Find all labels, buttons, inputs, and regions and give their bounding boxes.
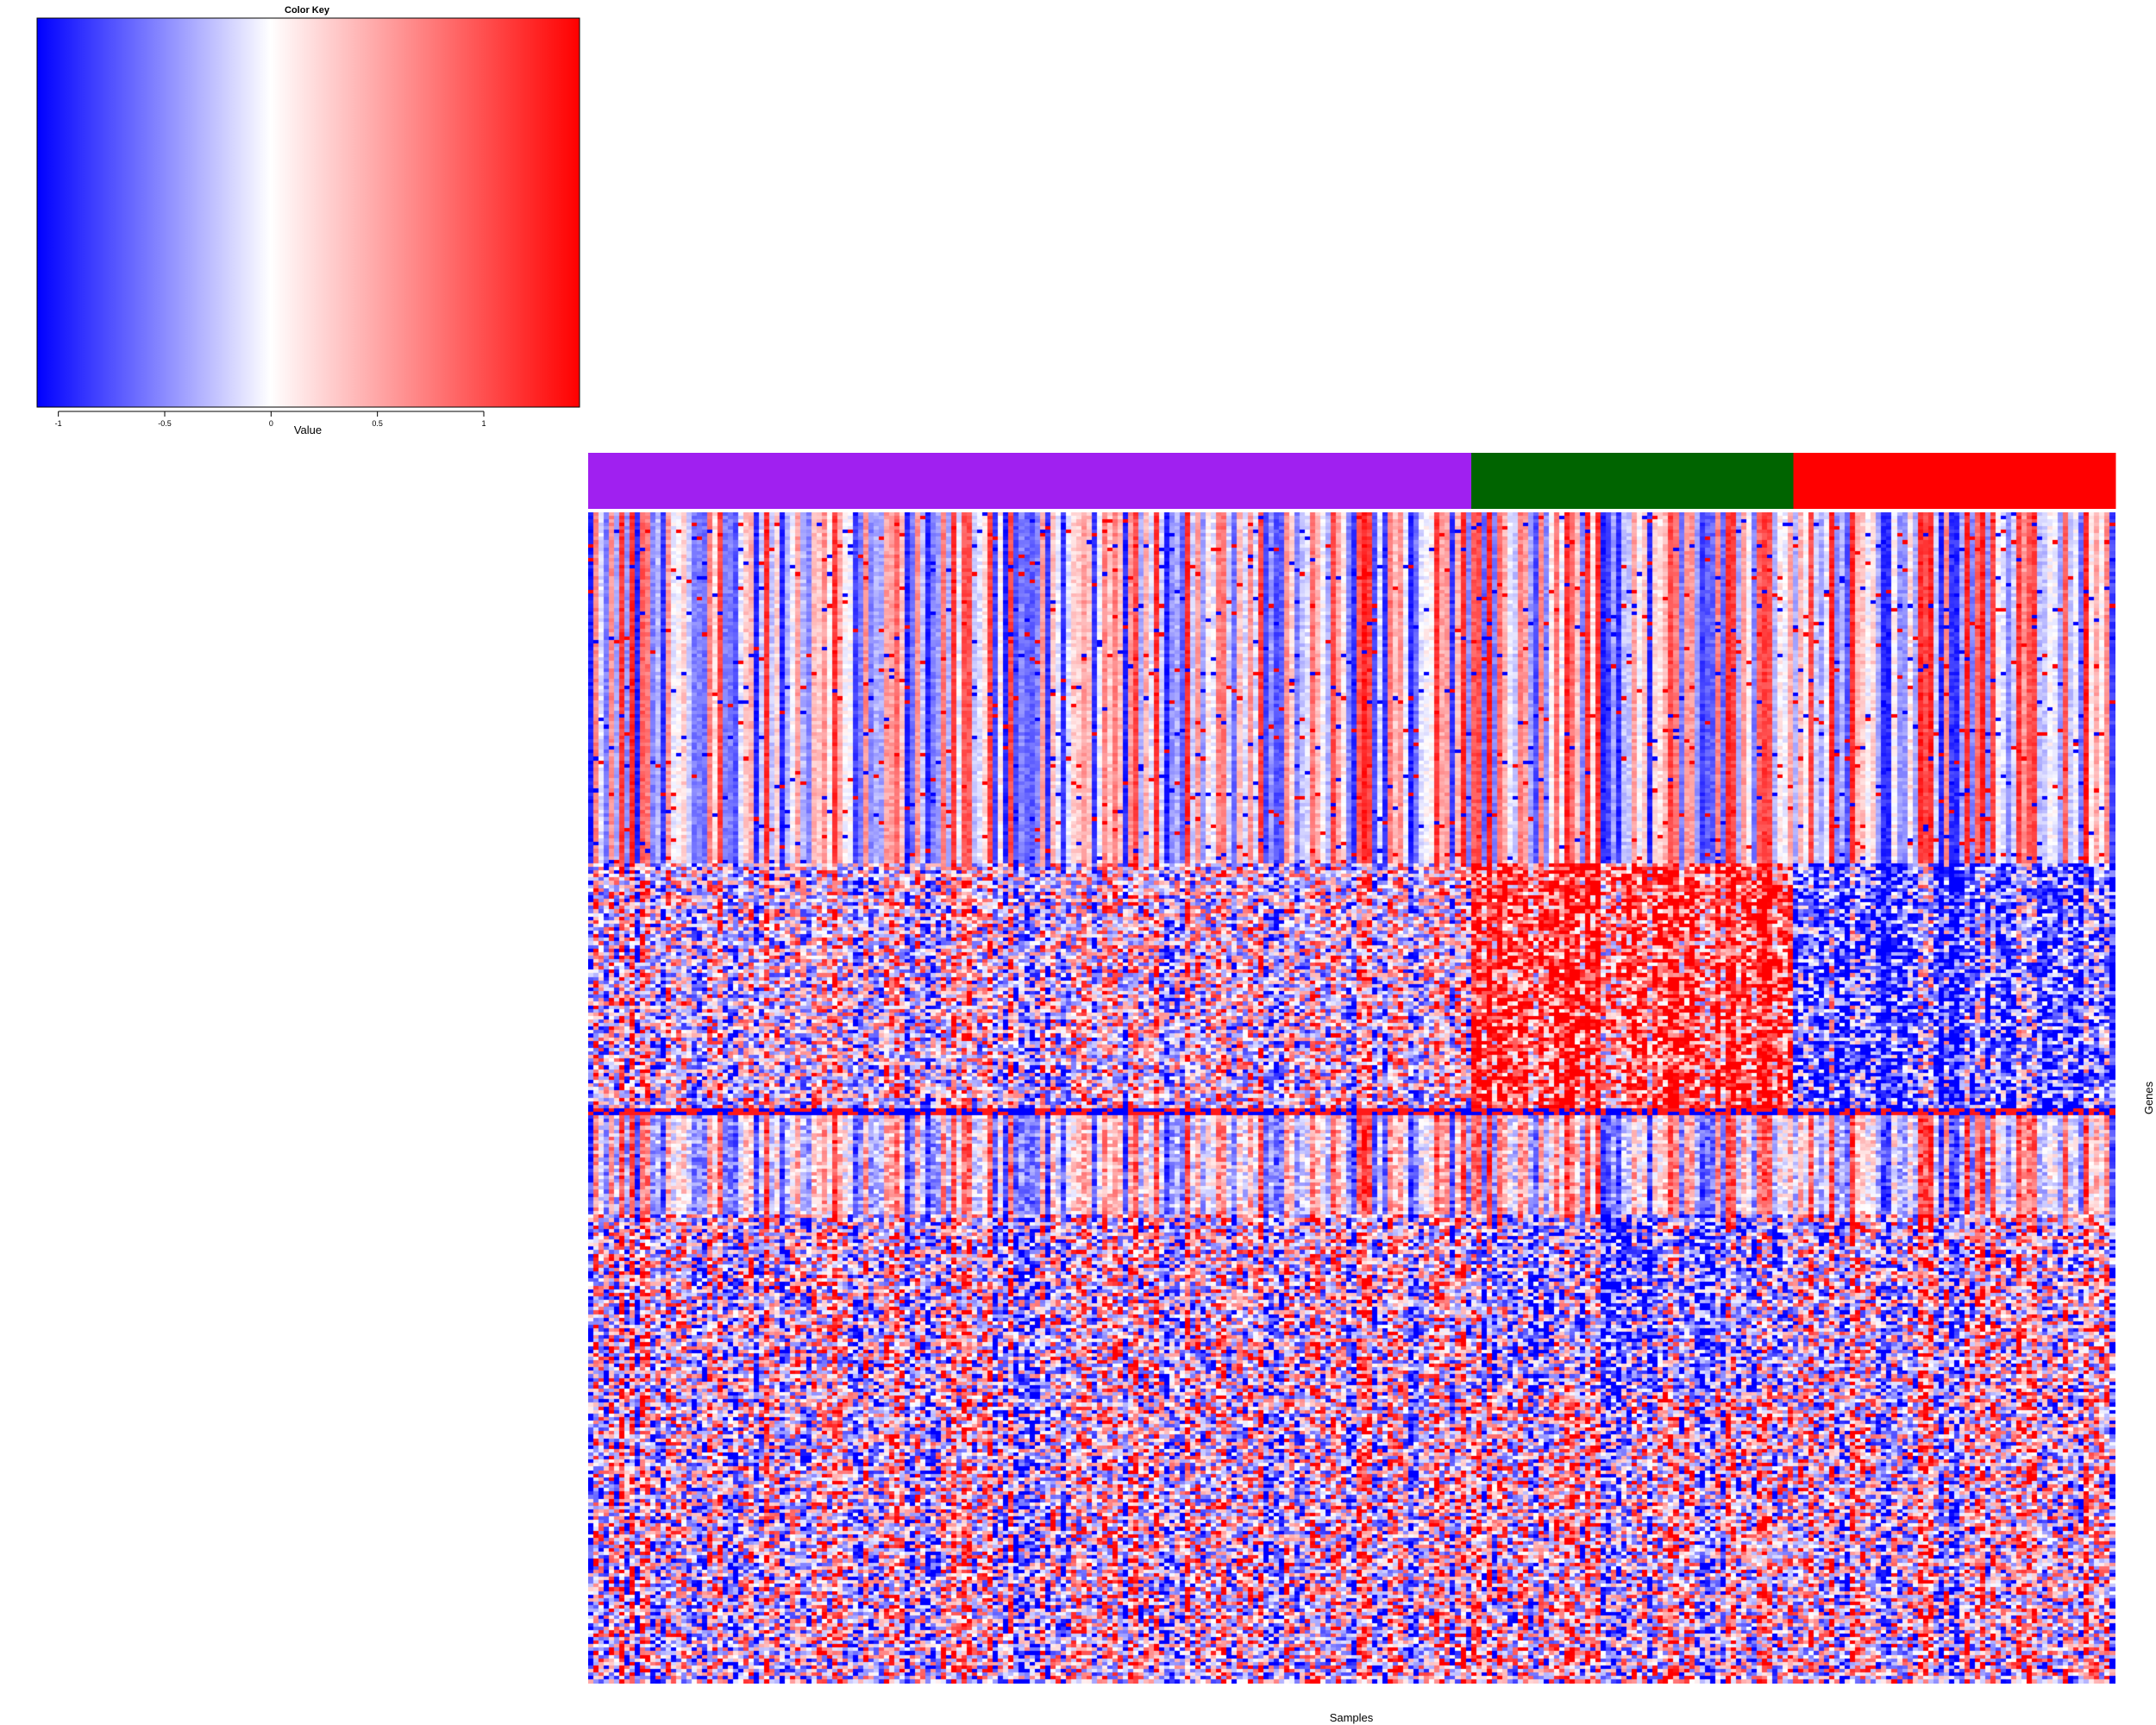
sample-group-segment xyxy=(1471,453,1795,509)
color-key-xlabel: Value xyxy=(294,423,322,436)
color-key-tick-label: 0.5 xyxy=(372,419,383,428)
x-axis-label: Samples xyxy=(1330,1711,1374,1724)
color-key-axis: -1 -0.5 0 0.5 1 xyxy=(55,411,486,428)
color-key-title: Color Key xyxy=(285,5,330,16)
color-key-tick-label: 1 xyxy=(481,419,486,428)
color-key-gradient xyxy=(36,17,580,408)
sample-group-segment xyxy=(1793,453,2116,509)
heatmap-cells xyxy=(588,512,2115,1684)
color-key-tick-label: -0.5 xyxy=(158,419,172,428)
sample-group-segment xyxy=(588,453,1472,509)
color-key-tick-label: -1 xyxy=(55,419,62,428)
heatmap-body-container xyxy=(588,512,2115,1684)
y-axis-label: Genes xyxy=(2142,1081,2155,1114)
color-key-tick-label: 0 xyxy=(269,419,273,428)
sample-group-bar xyxy=(588,453,2116,509)
color-key: Color Key -1 -0.5 0 0.5 1 Value xyxy=(36,5,580,436)
